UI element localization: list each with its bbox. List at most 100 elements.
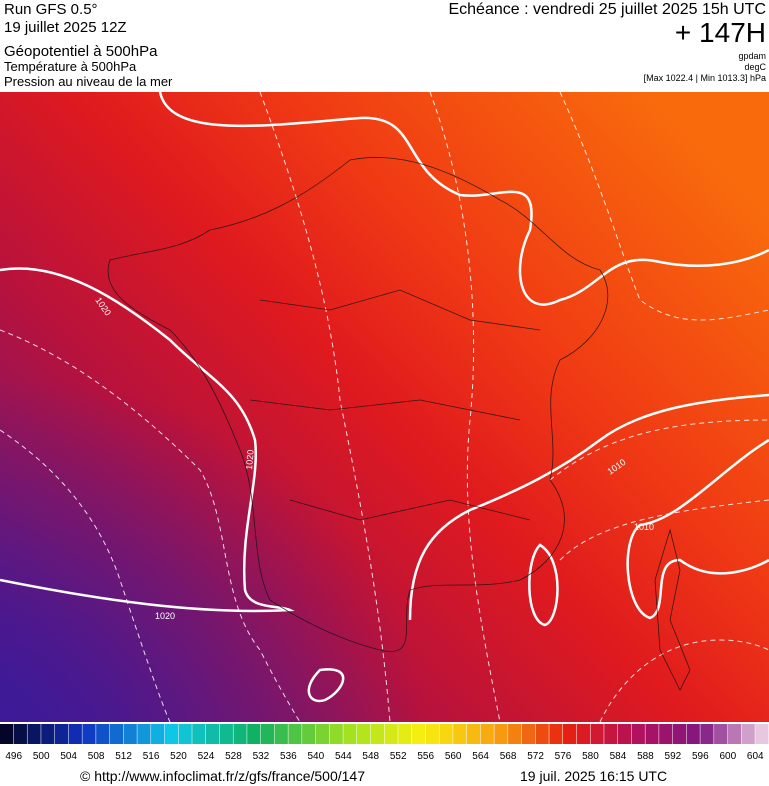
colorbar-swatch [260, 724, 275, 744]
colorbar-label: 572 [527, 751, 544, 762]
colorbar-label: 508 [88, 751, 105, 762]
colorbar-swatch [576, 724, 590, 744]
colorbar-label: 576 [555, 751, 572, 762]
colorbar-label: 512 [115, 751, 132, 762]
unit: gpdam [738, 51, 766, 61]
colorbar-swatch [329, 724, 343, 744]
colorbar-swatch [521, 724, 536, 744]
colorbar-swatch [137, 724, 151, 744]
colorbar-swatch [68, 724, 82, 744]
colorbar-swatch [672, 724, 687, 744]
temperature: Température à 500hPa [4, 59, 137, 74]
colorbar-swatch [439, 724, 453, 744]
colorbar-swatch [41, 724, 55, 744]
colorbar-label: 596 [692, 751, 709, 762]
colorbar-swatch [302, 724, 316, 744]
colorbar-label: 552 [390, 751, 407, 762]
colorbar-swatch [82, 724, 96, 744]
colorbar-label: 504 [60, 751, 77, 762]
colorbar-swatch [54, 724, 69, 744]
colorbar-label: 520 [170, 751, 187, 762]
colorbar-swatch [384, 724, 398, 744]
echeance: Echéance : vendredi 25 juillet 2025 15h … [448, 1, 766, 18]
colorbar-swatch [357, 724, 371, 744]
colorbar-swatch [727, 724, 742, 744]
colorbar-swatch [453, 724, 467, 744]
date: 19 juillet 2025 12Z [4, 19, 127, 36]
colorbar-label: 604 [747, 751, 764, 762]
colorbar-swatch [288, 724, 302, 744]
colorbar-swatch [13, 724, 27, 744]
colorbar-swatch [411, 724, 426, 744]
unit: degC [744, 62, 766, 72]
run: Run GFS 0.5° [4, 1, 98, 18]
colorbar-label: 548 [362, 751, 379, 762]
unit: [Max 1022.4 | Min 1013.3] hPa [644, 73, 766, 83]
colorbar-swatch [480, 724, 494, 744]
colorbar-label: 600 [719, 751, 736, 762]
colorbar-label: 588 [637, 751, 654, 762]
footer-time: 19 juil. 2025 16:15 UTC [520, 768, 667, 784]
colorbar-swatch [205, 724, 220, 744]
colorbar-label: 560 [445, 751, 462, 762]
colorbar-swatch [617, 724, 632, 744]
colorbar-swatch [645, 724, 659, 744]
colorbar-swatch [96, 724, 110, 744]
colorbar-label: 532 [253, 751, 270, 762]
colorbar-swatch [192, 724, 206, 744]
colorbar-swatch [343, 724, 357, 744]
colorbar-swatch [109, 724, 124, 744]
colorbar-swatch [494, 724, 508, 744]
colorbar-swatch [466, 724, 481, 744]
colorbar-swatch [659, 724, 673, 744]
colorbar-swatch [370, 724, 384, 744]
colorbar-swatch [590, 724, 604, 744]
colorbar-swatch [178, 724, 192, 744]
pressure: Pression au niveau de la mer [4, 74, 173, 89]
colorbar-swatch [164, 724, 179, 744]
contour-label: 1020 [155, 611, 175, 621]
colorbar-swatch [755, 724, 769, 744]
colorbar-swatch [508, 724, 522, 744]
colorbar: 496 500 504 508 512 516 520 524 528 532 536 540 544 5… [0, 724, 769, 762]
colorbar-swatch [535, 724, 549, 744]
colorbar-label: 536 [280, 751, 297, 762]
colorbar-swatch [27, 724, 41, 744]
colorbar-swatch [563, 724, 577, 744]
colorbar-swatch [219, 724, 233, 744]
colorbar-label: 496 [5, 751, 22, 762]
colorbar-label: 556 [417, 751, 434, 762]
contour-label: 1010 [634, 522, 654, 532]
colorbar-label: 592 [665, 751, 682, 762]
colorbar-swatch [398, 724, 412, 744]
map [0, 91, 769, 723]
colorbar-label: 584 [610, 751, 627, 762]
colorbar-swatch [549, 724, 563, 744]
contour-label: 1020 [244, 449, 256, 470]
colorbar-label: 528 [225, 751, 242, 762]
colorbar-swatch [604, 724, 618, 744]
colorbar-swatch [631, 724, 645, 744]
colorbar-swatch [151, 724, 165, 744]
colorbar-swatch [700, 724, 714, 744]
colorbar-swatch [274, 724, 288, 744]
lead: + 147H [675, 17, 766, 48]
colorbar-label: 516 [143, 751, 160, 762]
field: Géopotentiel à 500hPa [4, 43, 158, 60]
colorbar-label: 540 [307, 751, 324, 762]
footer-url: © http://www.infoclimat.fr/z/gfs/france/… [80, 768, 365, 784]
colorbar-label: 564 [472, 751, 489, 762]
colorbar-label: 500 [33, 751, 50, 762]
colorbar-swatch [123, 724, 137, 744]
colorbar-swatch [0, 724, 14, 744]
colorbar-label: 580 [582, 751, 599, 762]
colorbar-swatch [686, 724, 700, 744]
colorbar-swatch [233, 724, 247, 744]
colorbar-swatch [425, 724, 439, 744]
colorbar-swatch [714, 724, 728, 744]
colorbar-label: 544 [335, 751, 352, 762]
colorbar-label: 524 [198, 751, 215, 762]
colorbar-label: 568 [500, 751, 517, 762]
